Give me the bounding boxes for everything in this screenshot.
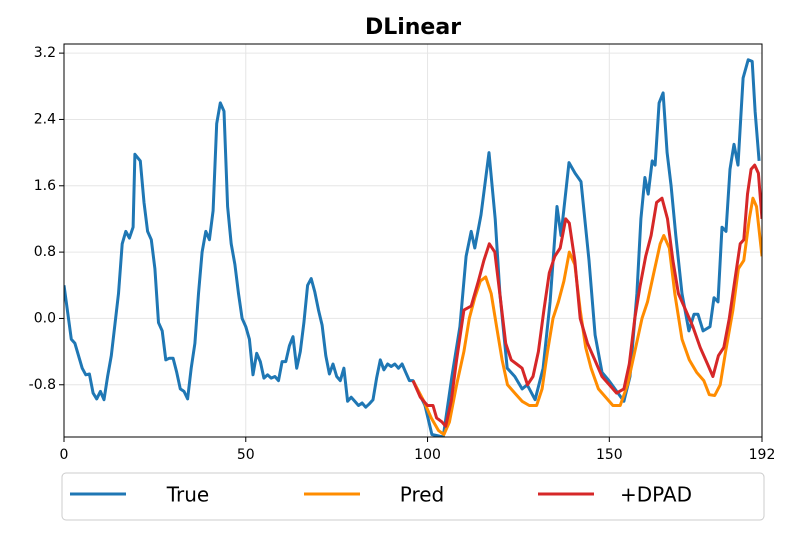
y-tick-label: 0.8 bbox=[34, 244, 56, 260]
x-tick-label: 50 bbox=[237, 447, 255, 463]
y-tick-label: 2.4 bbox=[34, 111, 56, 127]
y-tick-label: 1.6 bbox=[34, 178, 56, 194]
chart-title: DLinear bbox=[365, 15, 461, 40]
y-tick-label: 0.0 bbox=[34, 310, 56, 326]
series-line bbox=[411, 163, 762, 428]
x-tick-label: 100 bbox=[414, 447, 441, 463]
legend-label: +DPAD bbox=[620, 483, 692, 507]
x-tick-label: 192 bbox=[749, 447, 776, 463]
y-tick-label: 3.2 bbox=[34, 45, 56, 61]
legend-label: True bbox=[166, 483, 209, 507]
series-line bbox=[64, 58, 761, 437]
y-tick-label: -0.8 bbox=[29, 377, 56, 393]
legend-label: Pred bbox=[400, 483, 445, 507]
legend-box bbox=[61, 472, 765, 521]
plot-frame bbox=[63, 43, 763, 438]
x-tick-label: 0 bbox=[60, 447, 69, 463]
x-tick-label: 150 bbox=[596, 447, 623, 463]
